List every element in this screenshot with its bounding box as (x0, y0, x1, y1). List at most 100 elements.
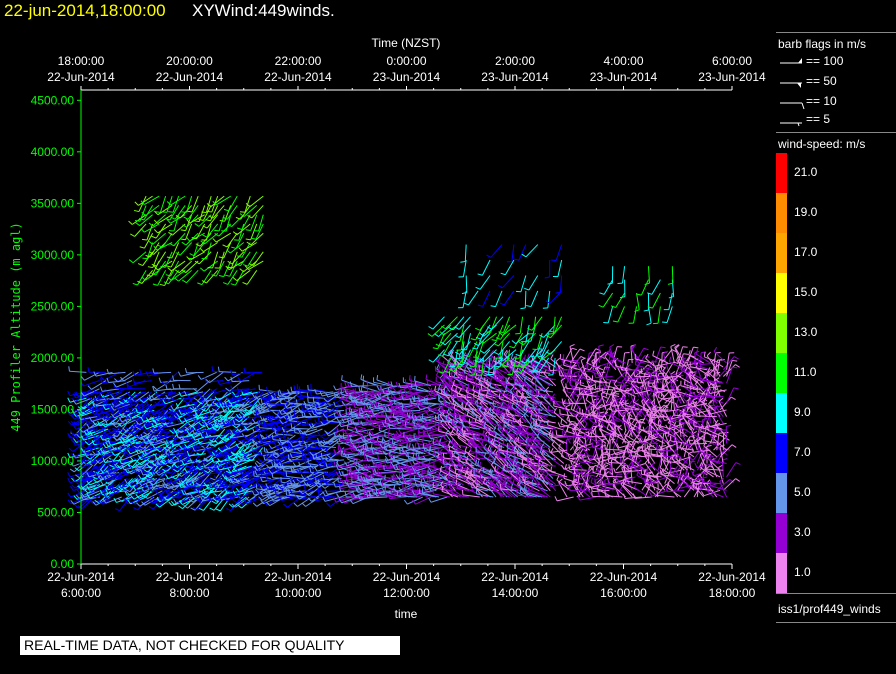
wind-barb (188, 453, 206, 457)
wind-barb-flag (167, 440, 171, 446)
wind-barb-flag (145, 477, 150, 483)
wind-barb-flag (355, 460, 358, 466)
wind-barb-flag (230, 390, 233, 396)
wind-barb-flag (259, 459, 264, 465)
wind-barb-flag (335, 461, 340, 467)
wind-barb (352, 434, 369, 442)
wind-barb-flag (388, 423, 391, 429)
wind-barb-flag (73, 421, 78, 426)
wind-barb (194, 447, 212, 452)
wind-barb-flag (156, 460, 161, 466)
wind-barb-flag (135, 463, 140, 468)
wind-barb-flag (112, 434, 118, 438)
wind-barb-flag (437, 357, 441, 362)
wind-barb-flag (301, 436, 304, 442)
wind-barb-flag (193, 461, 199, 465)
wind-barb (423, 465, 440, 473)
wind-barb-flag (219, 414, 223, 420)
wind-barb-flag (67, 421, 73, 426)
wind-barb-flag (376, 448, 380, 454)
wind-barb (107, 403, 125, 407)
wind-barb-flag (252, 439, 257, 444)
wind-barb-flag (154, 436, 158, 442)
wind-barb-flag (210, 477, 216, 481)
wind-barb-flag (97, 450, 102, 456)
wind-barb-flag (368, 431, 373, 437)
wind-barb-flag (170, 486, 175, 491)
wind-barb-flag (103, 470, 108, 476)
wind-barb-flag (124, 406, 129, 411)
wind-barb-flag (338, 483, 342, 489)
wind-barb-flag (178, 482, 182, 488)
wind-barb-flag (228, 503, 234, 508)
wind-barb-flag (205, 424, 210, 430)
wind-barb-flag (289, 442, 294, 448)
wind-barb-flag (143, 469, 149, 473)
wind-barb-flag (243, 367, 246, 374)
wind-barb (409, 447, 426, 455)
wind-barb-flag (404, 484, 407, 490)
wind-barb-flag (94, 404, 98, 410)
wind-barb-flag (216, 468, 220, 474)
wind-barb-flag (193, 485, 199, 490)
wind-barb-flag (395, 404, 399, 410)
wind-barb-flag (371, 458, 375, 464)
wind-barb-flag (218, 487, 224, 491)
wind-barb (176, 434, 190, 448)
wind-barb-flag (395, 458, 399, 464)
wind-barb-flag (68, 366, 70, 372)
wind-barb (205, 397, 218, 412)
wind-barb (422, 492, 440, 498)
wind-barb-flag (171, 435, 177, 440)
wind-barb-flag (423, 397, 426, 403)
wind-barb-flag (194, 405, 199, 411)
wind-barb (325, 459, 342, 467)
wind-barb (181, 391, 198, 397)
wind-barb-flag (114, 378, 119, 383)
wind-barb-flag (149, 478, 155, 483)
wind-barb-flag (354, 397, 358, 403)
wind-barb-flag (174, 454, 179, 459)
wind-barb-flag (417, 472, 421, 478)
wind-barb-flag (225, 396, 231, 401)
wind-barb (366, 397, 383, 406)
wind-barb-flag (387, 417, 391, 423)
wind-barb (99, 422, 117, 427)
wind-barb-flag (401, 394, 404, 401)
wind-barb (124, 397, 141, 405)
wind-barb-flag (67, 472, 71, 478)
wind-barb-flag (239, 482, 245, 486)
wind-barb-flag (479, 461, 481, 467)
wind-barb-flag (76, 488, 81, 494)
wind-barb (386, 465, 404, 470)
wind-barb (283, 465, 301, 470)
wind-barb-flag (273, 484, 277, 490)
wind-barb-flag (235, 437, 240, 443)
wind-barb-flag (292, 479, 296, 485)
wind-barb-flag (165, 450, 168, 456)
wind-barb-flag (212, 464, 218, 468)
wind-barb-flag (213, 452, 217, 458)
wind-barb (316, 391, 334, 395)
wind-barb-flag (171, 482, 176, 488)
wind-barb-flag (186, 468, 192, 473)
wind-barb-flag (387, 493, 391, 499)
wind-barb-flag (93, 478, 98, 483)
wind-barb-flag (155, 502, 161, 506)
wind-barb-flag (425, 374, 428, 380)
wind-barb-flag (133, 507, 139, 511)
wind-barb-flag (341, 480, 344, 486)
wind-barb-flag (401, 402, 404, 408)
wind-barb-flag (70, 430, 74, 436)
wind-barb-flag (338, 444, 342, 450)
wind-barb-flag (156, 486, 161, 491)
wind-barb-flag (121, 441, 125, 447)
wind-barb-flag (167, 458, 171, 464)
wind-barb (244, 428, 261, 438)
wind-barb-flag (140, 433, 144, 439)
wind-barb-flag (242, 410, 247, 415)
wind-barb-flag (409, 480, 412, 486)
wind-barb (83, 388, 100, 397)
wind-barb (416, 462, 434, 467)
wind-barb (338, 428, 356, 432)
